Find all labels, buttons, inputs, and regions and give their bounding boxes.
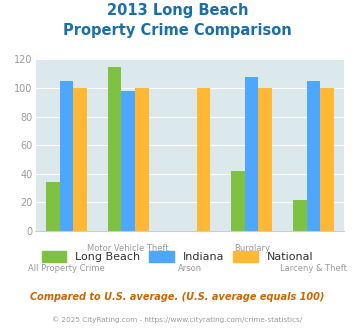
Text: Larceny & Theft: Larceny & Theft [280, 264, 347, 273]
Bar [135, 88, 148, 231]
Bar [108, 67, 121, 231]
Bar [307, 81, 320, 231]
Text: Burglary: Burglary [234, 244, 270, 253]
Bar [60, 81, 73, 231]
Text: Arson: Arson [178, 264, 202, 273]
Text: Motor Vehicle Theft: Motor Vehicle Theft [87, 244, 169, 253]
Bar [46, 182, 60, 231]
Bar [293, 200, 307, 231]
Text: Property Crime Comparison: Property Crime Comparison [63, 23, 292, 38]
Bar [121, 91, 135, 231]
Bar [231, 171, 245, 231]
Bar [73, 88, 87, 231]
Bar [258, 88, 272, 231]
Text: All Property Crime: All Property Crime [28, 264, 105, 273]
Bar [197, 88, 210, 231]
Bar [245, 77, 258, 231]
Text: © 2025 CityRating.com - https://www.cityrating.com/crime-statistics/: © 2025 CityRating.com - https://www.city… [53, 317, 302, 323]
Bar [320, 88, 334, 231]
Text: Compared to U.S. average. (U.S. average equals 100): Compared to U.S. average. (U.S. average … [30, 292, 325, 302]
Legend: Long Beach, Indiana, National: Long Beach, Indiana, National [38, 247, 317, 267]
Text: 2013 Long Beach: 2013 Long Beach [107, 3, 248, 18]
